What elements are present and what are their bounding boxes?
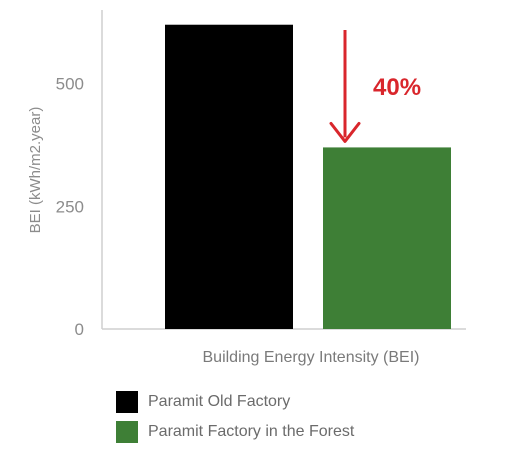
reduction-annotation: 40% xyxy=(329,30,421,143)
y-axis-label: BEI (kWh/m2.year) xyxy=(27,107,44,234)
bar-forest-factory xyxy=(323,147,451,329)
y-tick-label-0: 0 xyxy=(75,320,84,339)
legend-label-old-factory: Paramit Old Factory xyxy=(148,393,291,410)
legend-swatch-forest-factory xyxy=(116,421,138,443)
y-axis: 0 250 500 xyxy=(56,10,466,339)
x-axis-label: Building Energy Intensity (BEI) xyxy=(203,349,420,366)
legend: Paramit Old Factory Paramit Factory in t… xyxy=(116,390,354,450)
y-tick-label-500: 500 xyxy=(56,75,84,94)
annotation-arrow-head xyxy=(329,121,361,143)
y-tick-label-250: 250 xyxy=(56,197,84,216)
legend-item-old-factory: Paramit Old Factory xyxy=(116,390,354,414)
bar-old-factory xyxy=(165,24,293,329)
legend-item-forest-factory: Paramit Factory in the Forest xyxy=(116,420,354,444)
legend-swatch-old-factory xyxy=(116,391,138,413)
legend-label-forest-factory: Paramit Factory in the Forest xyxy=(148,423,355,440)
bars xyxy=(165,24,451,329)
annotation-label: 40% xyxy=(373,74,421,101)
